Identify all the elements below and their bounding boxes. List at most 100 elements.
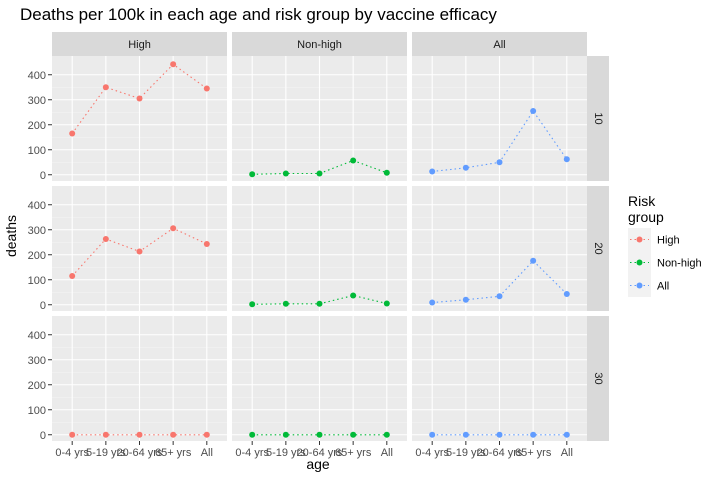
legend-label: All bbox=[657, 281, 669, 293]
y-tick-label: 400 bbox=[28, 330, 46, 342]
y-tick-label: 0 bbox=[40, 430, 46, 442]
data-point bbox=[69, 273, 76, 279]
series-line bbox=[252, 294, 387, 305]
row-strip bbox=[587, 56, 609, 181]
panel bbox=[412, 56, 587, 181]
data-point bbox=[496, 159, 503, 166]
data-point bbox=[350, 292, 357, 299]
data-point bbox=[462, 296, 469, 303]
y-tick-label: 100 bbox=[28, 405, 46, 417]
data-point bbox=[203, 431, 210, 438]
data-point bbox=[530, 108, 537, 114]
x-tick-label: All bbox=[201, 447, 213, 459]
data-point bbox=[102, 431, 109, 438]
data-point bbox=[170, 225, 177, 232]
data-point bbox=[282, 300, 289, 307]
chart-panels: High Non-high All1020300100200300400010020… bbox=[28, 32, 609, 459]
data-point bbox=[282, 170, 289, 177]
y-tick-label: 300 bbox=[28, 355, 46, 367]
data-point bbox=[429, 299, 436, 306]
row-strip-label: 20 bbox=[592, 242, 604, 254]
panel bbox=[232, 56, 407, 181]
x-tick-label: 20-64 yrs bbox=[117, 447, 163, 459]
panel bbox=[52, 316, 227, 441]
x-tick-label: 5-19 yrs bbox=[446, 447, 486, 459]
data-point bbox=[563, 156, 570, 163]
y-tick-label: 100 bbox=[28, 275, 46, 287]
column-strip-label: Non-high bbox=[297, 39, 342, 51]
legend-key-point bbox=[636, 282, 643, 289]
data-point bbox=[170, 431, 177, 438]
data-point bbox=[69, 431, 76, 438]
data-point bbox=[316, 300, 323, 307]
data-point bbox=[383, 169, 390, 176]
legend-label: High bbox=[657, 235, 680, 247]
panel bbox=[232, 186, 407, 311]
panel bbox=[52, 56, 227, 181]
y-tick-label: 0 bbox=[40, 170, 46, 182]
panel bbox=[232, 316, 407, 441]
row-strip bbox=[587, 186, 609, 311]
data-point bbox=[136, 248, 143, 255]
data-point bbox=[316, 170, 323, 177]
legend-item: Non-high bbox=[628, 251, 702, 274]
y-tick-label: 200 bbox=[28, 380, 46, 392]
x-tick-label: 0-4 yrs bbox=[415, 447, 449, 459]
data-point bbox=[350, 431, 357, 438]
data-point bbox=[249, 171, 256, 178]
data-point bbox=[249, 301, 256, 308]
data-point bbox=[383, 431, 390, 438]
data-point bbox=[462, 164, 469, 171]
data-point bbox=[429, 168, 436, 175]
column-strip bbox=[412, 32, 587, 56]
row-strip bbox=[587, 316, 609, 441]
x-tick-label: All bbox=[381, 447, 393, 459]
y-tick-label: 200 bbox=[28, 250, 46, 262]
column-strip bbox=[52, 32, 227, 56]
x-tick-label: 65+ yrs bbox=[335, 447, 372, 459]
legend-label: Non-high bbox=[657, 258, 702, 270]
y-tick-label: 100 bbox=[28, 145, 46, 157]
data-point bbox=[102, 84, 109, 91]
legend-title: group bbox=[628, 209, 664, 225]
x-axis-title: age bbox=[306, 456, 330, 472]
data-point bbox=[530, 431, 537, 438]
data-point bbox=[530, 257, 537, 264]
data-point bbox=[249, 431, 256, 438]
data-point bbox=[350, 157, 357, 164]
data-point bbox=[429, 431, 436, 438]
column-strip-label: All bbox=[493, 39, 505, 51]
data-point bbox=[102, 236, 109, 242]
data-point bbox=[496, 293, 503, 300]
x-tick-label: 65+ yrs bbox=[515, 447, 552, 459]
x-tick-label: 20-64 yrs bbox=[297, 447, 343, 459]
data-point bbox=[203, 241, 210, 247]
data-point bbox=[203, 85, 210, 92]
x-tick-label: 65+ yrs bbox=[155, 447, 192, 459]
series-line bbox=[71, 63, 208, 134]
x-tick-label: 0-4 yrs bbox=[235, 447, 269, 459]
x-tick-label: 20-64 yrs bbox=[477, 447, 523, 459]
x-tick-label: All bbox=[561, 447, 573, 459]
legend-key-point bbox=[636, 259, 643, 266]
y-tick-label: 400 bbox=[28, 200, 46, 212]
data-point bbox=[170, 61, 177, 68]
column-strip bbox=[232, 32, 407, 56]
data-point bbox=[563, 291, 570, 297]
legend-key-point bbox=[636, 236, 643, 243]
data-point bbox=[563, 431, 570, 438]
data-point bbox=[69, 130, 76, 137]
data-point bbox=[136, 95, 143, 102]
y-tick-label: 300 bbox=[28, 95, 46, 107]
row-strip-label: 10 bbox=[592, 112, 604, 124]
y-axis-title: deaths bbox=[3, 215, 19, 257]
y-tick-label: 0 bbox=[40, 300, 46, 312]
panel bbox=[412, 186, 587, 311]
data-point bbox=[383, 300, 390, 307]
data-point bbox=[316, 431, 323, 438]
data-point bbox=[282, 431, 289, 438]
legend-item: All bbox=[628, 274, 669, 297]
y-tick-label: 400 bbox=[28, 70, 46, 82]
